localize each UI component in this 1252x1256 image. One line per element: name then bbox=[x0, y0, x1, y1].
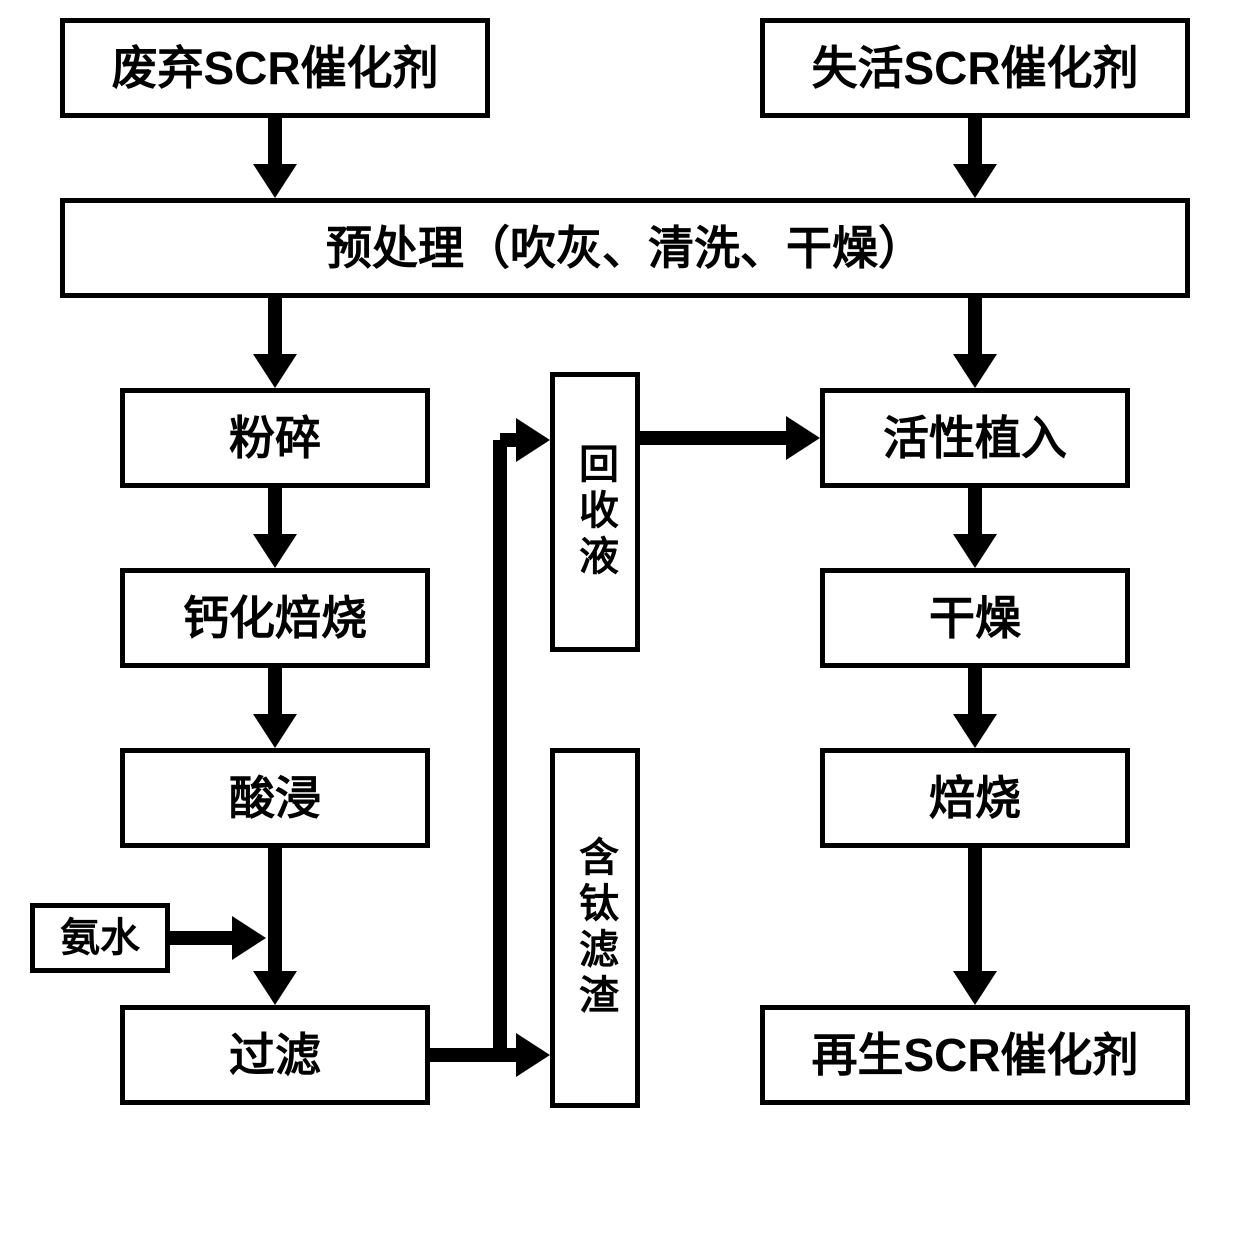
label-calcine-ca: 钙化焙烧 bbox=[183, 592, 367, 645]
label-ti-residue: 含钛滤渣 bbox=[566, 836, 624, 1020]
label-deact-scr: 失活SCR催化剂 bbox=[811, 42, 1138, 95]
box-regen-scr: 再生SCR催化剂 bbox=[760, 1005, 1190, 1105]
box-deact-scr: 失活SCR催化剂 bbox=[760, 18, 1190, 118]
box-recovery: 回收液 bbox=[550, 372, 640, 652]
box-active-implant: 活性植入 bbox=[820, 388, 1130, 488]
box-roast: 焙烧 bbox=[820, 748, 1130, 848]
box-pretreat: 预处理（吹灰、清洗、干燥） bbox=[60, 198, 1190, 298]
label-ammonia: 氨水 bbox=[60, 915, 140, 961]
box-filter: 过滤 bbox=[120, 1005, 430, 1105]
box-ti-residue: 含钛滤渣 bbox=[550, 748, 640, 1108]
label-pretreat: 预处理（吹灰、清洗、干燥） bbox=[326, 222, 924, 275]
label-dry: 干燥 bbox=[929, 592, 1021, 645]
box-acid-leach: 酸浸 bbox=[120, 748, 430, 848]
label-filter: 过滤 bbox=[229, 1029, 321, 1082]
box-ammonia: 氨水 bbox=[30, 903, 170, 973]
label-waste-scr: 废弃SCR催化剂 bbox=[111, 42, 438, 95]
label-recovery: 回收液 bbox=[566, 443, 624, 581]
label-roast: 焙烧 bbox=[929, 772, 1021, 825]
box-dry: 干燥 bbox=[820, 568, 1130, 668]
label-crush: 粉碎 bbox=[229, 412, 321, 465]
label-active-implant: 活性植入 bbox=[883, 412, 1067, 465]
label-regen-scr: 再生SCR催化剂 bbox=[811, 1029, 1138, 1082]
label-acid-leach: 酸浸 bbox=[229, 772, 321, 825]
box-waste-scr: 废弃SCR催化剂 bbox=[60, 18, 490, 118]
box-calcine-ca: 钙化焙烧 bbox=[120, 568, 430, 668]
box-crush: 粉碎 bbox=[120, 388, 430, 488]
